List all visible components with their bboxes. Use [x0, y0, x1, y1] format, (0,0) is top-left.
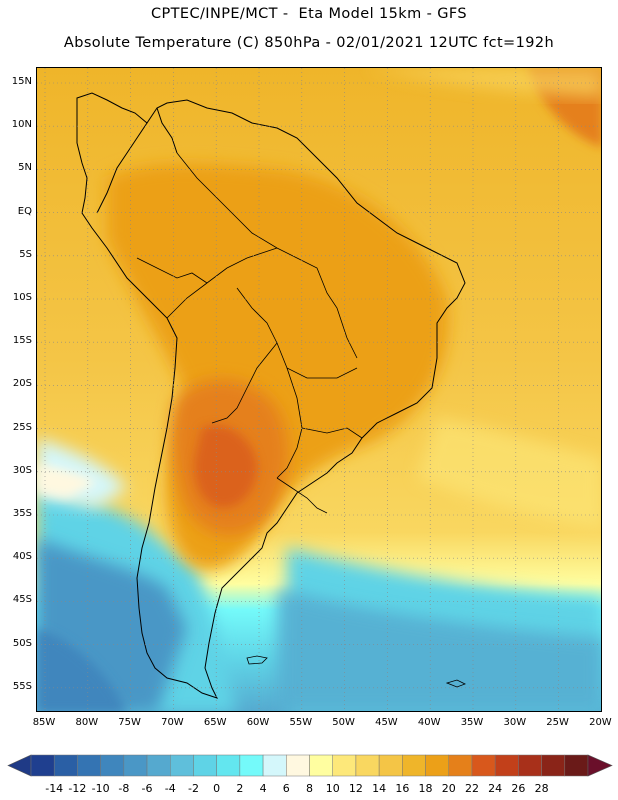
colorbar-swatch	[262, 754, 287, 777]
colorbar-tick-label: 2	[236, 782, 244, 795]
colorbar-tick-label: -4	[164, 782, 176, 795]
lat-tick-label: 15S	[12, 335, 32, 347]
colorbar-swatch	[53, 754, 78, 777]
colorbar-swatch	[355, 754, 380, 777]
colorbar-swatch	[170, 754, 194, 777]
lon-tick-label: 65W	[203, 717, 227, 728]
lon-tick-label: 60W	[246, 717, 270, 728]
lat-tick-label: 5N	[18, 162, 32, 174]
colorbar-tick-label: 8	[306, 782, 313, 795]
lat-tick-label: 10N	[11, 119, 32, 131]
colorbar-tick-label: -12	[68, 782, 87, 795]
lon-tick-label: 85W	[32, 717, 56, 728]
falkland-islands	[246, 655, 466, 688]
colorbar-tick-label: 14	[372, 782, 387, 795]
lat-tick-label: EQ	[17, 205, 32, 217]
colorbar-swatch	[123, 754, 148, 777]
colorbar-swatch	[541, 754, 566, 777]
lon-tick-label: 35W	[460, 717, 484, 728]
lon-tick-label: 30W	[503, 717, 527, 728]
colorbar-swatch	[425, 754, 449, 777]
colorbar-tick-label: 4	[259, 782, 267, 795]
temperature-colorbar	[7, 754, 613, 777]
lat-tick-label: 50S	[12, 637, 32, 649]
colorbar-tick-label: 12	[348, 782, 363, 795]
colorbar-tick-label: -10	[91, 782, 110, 795]
colorbar-swatch	[286, 754, 310, 777]
colorbar-swatch	[30, 754, 55, 777]
colorbar-swatch	[309, 754, 333, 777]
lat-tick-label: 30S	[12, 464, 32, 476]
colorbar-tick-label: 22	[464, 782, 479, 795]
lon-tick-label: 25W	[546, 717, 569, 728]
map-title-line1: CPTEC/INPE/MCT - Eta Model 15km - GFS	[151, 6, 467, 22]
colorbar-tick-label: 24	[488, 782, 503, 795]
lat-tick-label: 25S	[12, 421, 32, 433]
colorbar-swatch	[146, 754, 171, 777]
colorbar-tick-label: 6	[282, 782, 290, 795]
lon-tick-label: 75W	[118, 717, 141, 728]
lon-tick-label: 55W	[289, 717, 313, 728]
lat-tick-label: 55S	[12, 680, 32, 692]
lon-tick-label: 20W	[589, 717, 612, 728]
country-borders	[136, 152, 363, 514]
colorbar-swatch	[77, 754, 101, 777]
colorbar-swatch	[564, 754, 589, 777]
colorbar-swatch	[239, 754, 264, 777]
colorbar-over-arrow	[587, 754, 613, 777]
lat-tick-label: 40S	[12, 551, 32, 563]
lon-tick-label: 50W	[332, 717, 355, 728]
colorbar-swatch	[471, 754, 496, 777]
colorbar-under-arrow	[7, 754, 32, 777]
colorbar-swatch	[216, 754, 241, 777]
lat-tick-label: 45S	[12, 594, 32, 606]
colorbar-tick-label: 16	[395, 782, 410, 795]
colorbar-tick-label: -14	[45, 782, 64, 795]
colorbar-swatch	[494, 754, 519, 777]
colorbar-swatch	[332, 754, 357, 777]
colorbar-tick-label: 0	[213, 782, 221, 795]
colorbar-tick-label: 26	[511, 782, 526, 795]
lat-tick-label: 5S	[19, 248, 32, 260]
lon-tick-label: 80W	[75, 717, 99, 728]
colorbar-swatch	[518, 754, 542, 777]
colorbar-tick-label: -6	[141, 782, 153, 795]
lat-tick-label: 10S	[12, 292, 32, 303]
lat-tick-label: 35S	[12, 508, 32, 519]
coastline	[76, 92, 466, 699]
colorbar-tick-label: -8	[118, 782, 130, 795]
lat-tick-label: 15N	[11, 76, 32, 87]
colorbar-tick-label: -2	[187, 782, 199, 795]
colorbar-tick-label: 10	[325, 782, 340, 795]
map-canvas	[37, 68, 601, 711]
map-title-line2: Absolute Temperature (C) 850hPa - 02/01/…	[63, 35, 555, 51]
colorbar-swatch	[402, 754, 426, 777]
colorbar-swatch	[100, 754, 125, 777]
lon-tick-label: 40W	[417, 717, 441, 728]
colorbar-tick-label: 20	[441, 782, 456, 795]
temperature-field	[37, 68, 601, 711]
lon-tick-label: 45W	[375, 717, 398, 728]
lon-tick-label: 70W	[161, 717, 184, 728]
colorbar-swatch	[378, 754, 403, 777]
temperature-map[interactable]	[36, 67, 602, 712]
lat-tick-label: 20S	[12, 378, 32, 390]
colorbar-tick-label: 18	[418, 782, 433, 795]
colorbar-swatch	[448, 754, 473, 777]
colorbar-tick-label: 28	[534, 782, 549, 795]
colorbar-swatch	[193, 754, 217, 777]
